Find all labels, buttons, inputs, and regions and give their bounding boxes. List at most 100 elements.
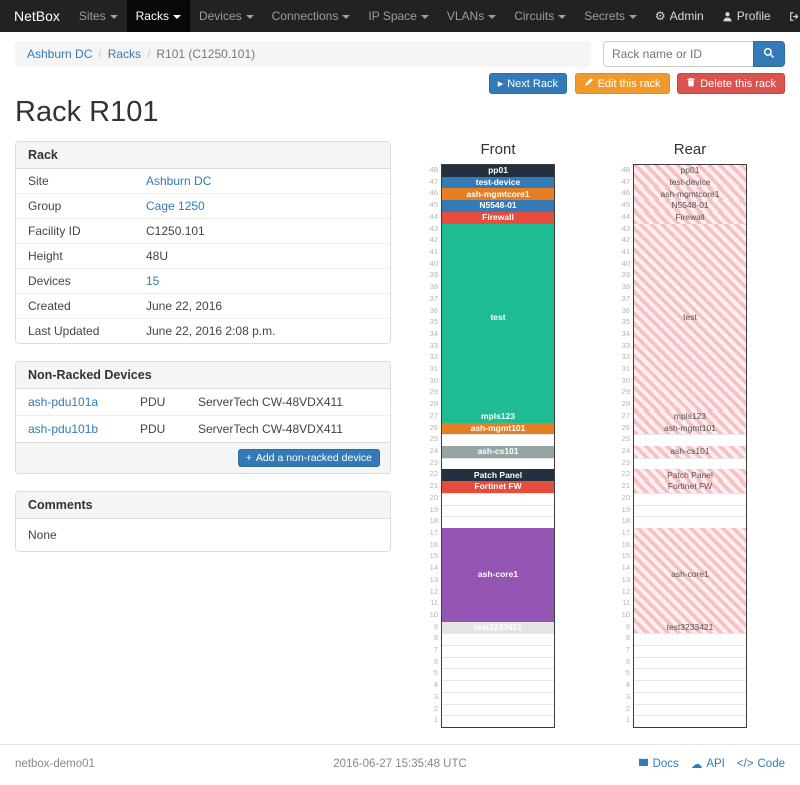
non-racked-panel-title: Non-Racked Devices [16, 362, 390, 389]
add-non-racked-device-button[interactable]: + Add a non-racked device [237, 449, 380, 467]
rack-device-front[interactable]: test-device [442, 176, 554, 189]
rack-device-rear[interactable]: Fortinet FW [634, 481, 746, 493]
nav-item-secrets[interactable]: Secrets [575, 0, 646, 32]
rack-device-rear[interactable]: test3233421 [634, 621, 746, 634]
unit-number: 18 [621, 516, 630, 526]
profile-menu[interactable]: Profile [713, 0, 780, 32]
unit-number: 16 [621, 539, 630, 549]
breadcrumb-racks-link[interactable]: Racks [107, 47, 142, 61]
edit-rack-button[interactable]: Edit this rack [574, 73, 670, 94]
user-icon [722, 11, 733, 22]
non-racked-device-row: ash-pdu101b PDU ServerTech CW-48VDX411 [16, 415, 390, 442]
nav-item-ip-space[interactable]: IP Space [359, 0, 437, 32]
rack-device-rear[interactable]: ash-mgmtcore1 [634, 188, 746, 201]
unit-number: 22 [621, 469, 630, 479]
attribute-label: Devices [16, 268, 134, 294]
rack-search-button[interactable] [753, 41, 785, 67]
nav-item-label: Sites [78, 9, 106, 23]
unit-number: 9 [625, 621, 630, 631]
unit-number: 35 [429, 317, 438, 327]
docs-label: Docs [652, 758, 679, 770]
api-link[interactable]: ☁ API [691, 757, 725, 771]
unit-number: 30 [621, 375, 630, 385]
unit-number: 33 [429, 340, 438, 350]
non-racked-body: ash-pdu101a PDU ServerTech CW-48VDX411 ash-… [16, 389, 390, 442]
unit-number: 13 [429, 574, 438, 584]
attribute-value-link[interactable]: Ashburn DC [146, 174, 212, 188]
unit-number: 10 [621, 609, 630, 619]
rack-device-rear[interactable]: Firewall [634, 211, 746, 224]
chevron-down-icon [342, 14, 351, 19]
unit-divider [634, 680, 746, 682]
rack-device-front[interactable]: Fortinet FW [442, 481, 554, 493]
unit-number: 37 [621, 293, 630, 303]
unit-divider [634, 633, 746, 635]
unit-divider [442, 715, 554, 717]
unit-number: 21 [429, 481, 438, 491]
rack-device-rear[interactable]: ash-mgmt101 [634, 422, 746, 435]
attribute-label: Group [16, 193, 134, 219]
rack-device-front[interactable]: Firewall [442, 211, 554, 224]
nav-item-label: IP Space [368, 9, 417, 23]
chevron-down-icon [420, 14, 429, 19]
rack-device-front[interactable]: ash-core1 [442, 527, 554, 622]
rack-device-rear[interactable]: N5548-01 [634, 200, 746, 212]
nav-item-racks[interactable]: Racks [126, 0, 190, 32]
nav-item-vlans[interactable]: VLANs [438, 0, 505, 32]
rack-device-rear[interactable]: mpls123 [634, 410, 746, 423]
brand[interactable]: NetBox [14, 8, 60, 24]
unit-number: 5 [433, 668, 438, 678]
attribute-value-link[interactable]: Cage 1250 [146, 199, 205, 213]
unit-divider [442, 656, 554, 658]
rack-device-rear[interactable]: ash-core1 [634, 527, 746, 622]
breadcrumb-site-link[interactable]: Ashburn DC [27, 47, 93, 61]
rack-elevations: Front 48 47 46 45 44 43 42 41 40 39 38 37 36 35 34 33 32… [425, 141, 747, 728]
unit-number: 4 [625, 680, 630, 690]
admin-menu[interactable]: ⚙ Admin [646, 0, 713, 32]
rack-device-front[interactable]: test3233421 [442, 621, 554, 634]
unit-number: 19 [429, 504, 438, 514]
chevron-down-icon [488, 14, 497, 19]
docs-link[interactable]: Docs [638, 757, 679, 771]
rack-device-rear[interactable]: ash-cs101 [634, 446, 746, 458]
left-column: Rack Site Ashburn DC Group Cage 1250 Facilit… [15, 141, 391, 569]
nav-item-circuits[interactable]: Circuits [505, 0, 575, 32]
nav-item-label: Devices [198, 9, 242, 23]
rack-device-front[interactable]: Patch Panel [442, 469, 554, 482]
unit-divider [634, 691, 746, 693]
rack-device-front[interactable]: pp01 [442, 165, 554, 177]
device-link[interactable]: ash-pdu101b [28, 422, 99, 436]
attribute-value-link[interactable]: 15 [146, 274, 160, 288]
nav-item-devices[interactable]: Devices [190, 0, 263, 32]
unit-number: 13 [621, 574, 630, 584]
rack-device-front[interactable]: ash-cs101 [442, 446, 554, 458]
code-link[interactable]: </> Code [737, 758, 785, 770]
api-label: API [706, 758, 725, 770]
nav-item-connections[interactable]: Connections [263, 0, 360, 32]
rack-device-front[interactable]: test [442, 223, 554, 411]
unit-number: 41 [429, 246, 438, 256]
device-name-cell: ash-pdu101a [16, 389, 128, 416]
non-racked-footer: + Add a non-racked device [16, 442, 390, 473]
rack-info-panel: Rack Site Ashburn DC Group Cage 1250 Facilit… [15, 141, 391, 344]
breadcrumb-current: R101 (C1250.101) [156, 47, 256, 61]
delete-rack-button[interactable]: Delete this rack [677, 73, 785, 94]
nav-item-sites[interactable]: Sites [70, 0, 127, 32]
rack-search-input[interactable] [603, 41, 753, 67]
next-rack-button[interactable]: ▸ Next Rack [488, 73, 567, 94]
unit-number: 2 [433, 703, 438, 713]
navbar: NetBox Sites Racks Devices Connections IP Sp… [0, 0, 800, 32]
rack-device-front[interactable]: ash-mgmtcore1 [442, 188, 554, 201]
logout-button[interactable]: Log out [780, 0, 800, 32]
rack-device-rear[interactable]: Patch Panel [634, 469, 746, 482]
unit-number: 44 [429, 211, 438, 221]
rack-device-rear[interactable]: pp01 [634, 165, 746, 177]
rack-device-front[interactable]: ash-mgmt101 [442, 422, 554, 435]
rack-device-rear[interactable]: test [634, 223, 746, 411]
delete-rack-label: Delete this rack [700, 77, 776, 90]
device-link[interactable]: ash-pdu101a [28, 395, 99, 409]
rack-device-front[interactable]: mpls123 [442, 410, 554, 423]
unit-number: 9 [433, 621, 438, 631]
rack-device-rear[interactable]: test-device [634, 176, 746, 189]
rack-device-front[interactable]: N5548-01 [442, 200, 554, 212]
